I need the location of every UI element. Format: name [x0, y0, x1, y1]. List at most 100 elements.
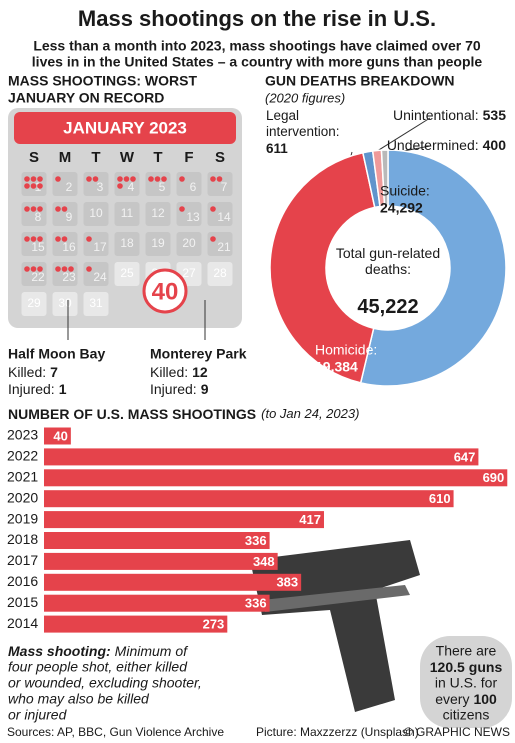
stat-text: guns — [469, 659, 503, 675]
y-tick-label: 2020 — [7, 489, 38, 505]
weekday: M — [59, 149, 72, 166]
bar — [44, 469, 508, 487]
day-number: 31 — [89, 296, 103, 310]
definition-text: or injured — [8, 707, 68, 723]
stat-text: every — [435, 691, 469, 707]
shooting-dot — [86, 266, 92, 272]
day-cell — [176, 232, 202, 256]
definition-text: Minimum of — [115, 643, 189, 659]
shooting-dots — [55, 266, 74, 272]
shooting-dot — [148, 176, 154, 182]
bar-value-label: 336 — [245, 533, 267, 548]
day-number: 9 — [66, 210, 73, 224]
day-cell — [52, 292, 78, 316]
shooting-dots — [210, 206, 216, 212]
day-number: 3 — [97, 180, 104, 194]
day-number: 21 — [217, 240, 231, 254]
shooting-dot — [55, 266, 61, 272]
bar — [44, 552, 278, 570]
shooting-dot — [24, 183, 30, 189]
bar — [44, 615, 228, 633]
pie-label: Unintentional: 535 — [393, 107, 506, 123]
shooting-dots — [55, 236, 68, 242]
day-number: 7 — [221, 180, 228, 194]
shooting-dots — [148, 176, 167, 182]
shooting-dot — [86, 176, 92, 182]
bar — [44, 511, 324, 529]
shooting-dot — [210, 206, 216, 212]
y-tick-label: 2015 — [7, 594, 38, 610]
shooting-dots — [179, 176, 185, 182]
day-number: 27 — [182, 266, 196, 280]
shooting-dots — [24, 206, 43, 212]
shooting-dot — [210, 176, 216, 182]
shooting-dot — [37, 236, 43, 242]
day-number: 14 — [217, 210, 231, 224]
y-tick-label: 2017 — [7, 552, 38, 568]
weekday: F — [184, 149, 193, 166]
shooting-dot — [55, 206, 61, 212]
definition-text: or wounded, excluding shooter, — [8, 675, 202, 691]
event-stat: Injured: 9 — [150, 381, 209, 397]
y-tick-label: 2022 — [7, 448, 38, 464]
event-stat-label: Injured: — [150, 381, 197, 397]
y-tick-label: 2023 — [7, 427, 38, 443]
day-number: 19 — [151, 236, 165, 250]
pie-hole — [326, 206, 450, 330]
shooting-dot — [210, 236, 216, 242]
shooting-dot — [30, 176, 37, 182]
shooting-dot — [154, 176, 161, 182]
event-stat-value: 12 — [192, 364, 208, 380]
day-number: 12 — [151, 206, 165, 220]
shooting-dots — [179, 206, 185, 212]
day-number: 15 — [31, 240, 45, 254]
shooting-dot — [24, 176, 30, 182]
day-number: 29 — [27, 296, 41, 310]
pie-label: Undetermined: 400 — [387, 137, 506, 153]
day-number: 25 — [120, 266, 134, 280]
footer-picture: Picture: Maxzzerzz (Unsplash) — [256, 725, 419, 739]
bar-value-label: 273 — [203, 617, 225, 632]
day-cell — [114, 232, 140, 256]
day-number: 6 — [190, 180, 197, 194]
weekday: S — [215, 149, 225, 166]
pie-label: Suicide: — [380, 183, 430, 199]
bar-value-label: 383 — [276, 575, 298, 590]
pie-label: Legal intervention: — [266, 108, 340, 139]
day-cell — [145, 232, 171, 256]
day-number: 22 — [31, 270, 45, 284]
bar — [44, 594, 270, 612]
chart-title: GUN DEATHS BREAKDOWN — [265, 73, 455, 89]
shooting-dot — [30, 183, 37, 189]
shooting-dot — [37, 206, 43, 212]
pie-label: Undetermined: — [387, 137, 479, 153]
shooting-dot — [61, 236, 68, 242]
shooting-dots — [24, 236, 43, 242]
day-cell — [114, 202, 140, 226]
event-stat-value: 1 — [59, 381, 67, 397]
weekday: T — [153, 149, 162, 166]
definition-text: who may also be killed — [8, 691, 150, 707]
stat-text: citizens — [443, 707, 490, 723]
event-stat: Killed: 12 — [150, 364, 208, 380]
shooting-dot — [92, 176, 99, 182]
pie-label: Homicide: — [315, 342, 377, 358]
shooting-dot — [24, 266, 30, 272]
shooting-dot — [37, 266, 43, 272]
bar — [44, 490, 454, 508]
day-number: 17 — [93, 240, 107, 254]
shooting-dots — [55, 176, 61, 182]
y-tick-label: 2019 — [7, 510, 38, 526]
chart-subtitle: (2020 figures) — [265, 90, 345, 105]
day-number: 11 — [121, 206, 134, 220]
shooting-dot — [123, 176, 130, 182]
title: Mass shootings on the rise in U.S. — [78, 6, 436, 31]
total-circle — [142, 268, 188, 314]
shooting-dot — [55, 236, 61, 242]
shooting-dot — [30, 266, 37, 272]
pie-value-label: 24,292 — [380, 200, 423, 216]
bar-value-label: 417 — [299, 512, 321, 527]
stat-box — [420, 636, 512, 728]
shooting-dots — [24, 176, 43, 189]
